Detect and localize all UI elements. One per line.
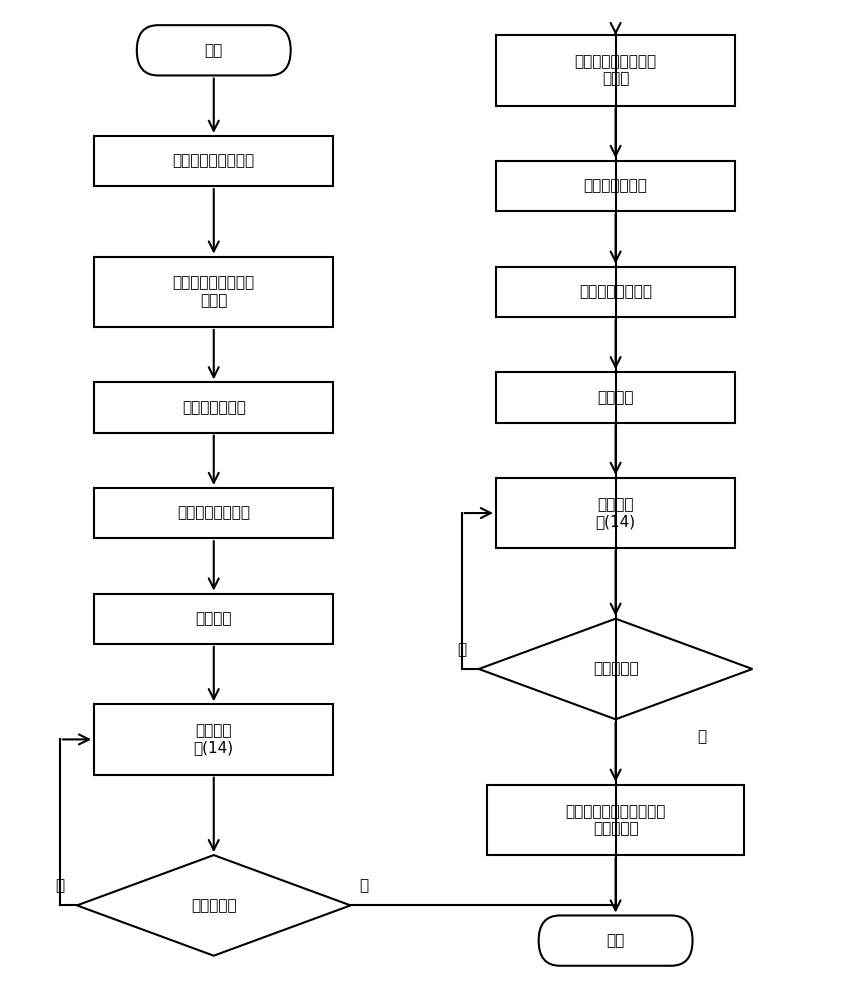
Text: 确定边界约束函数: 确定边界约束函数 — [177, 506, 251, 520]
Text: 否: 否 — [55, 878, 64, 893]
Text: 读取原始横向弛豫时
间图像: 读取原始横向弛豫时 间图像 — [575, 54, 657, 87]
FancyBboxPatch shape — [539, 915, 693, 966]
FancyBboxPatch shape — [137, 25, 291, 75]
Bar — [94, 594, 333, 644]
Bar — [496, 372, 735, 423]
Polygon shape — [479, 619, 752, 719]
Bar — [487, 785, 744, 855]
Bar — [496, 478, 735, 548]
Polygon shape — [77, 855, 351, 956]
Text: 迭代求解
式(14): 迭代求解 式(14) — [194, 723, 233, 756]
Text: 读取原始纵向弛豫时
间图像: 读取原始纵向弛豫时 间图像 — [173, 276, 255, 308]
Bar — [94, 136, 333, 186]
Text: 是: 是 — [698, 729, 707, 744]
Text: 给定参数: 给定参数 — [598, 390, 634, 404]
Text: 选择初始化方法: 选择初始化方法 — [182, 400, 245, 414]
Text: 在横向弛豫时间图像上给
出内外轮廓: 在横向弛豫时间图像上给 出内外轮廓 — [565, 804, 666, 836]
Text: 迭代结束？: 迭代结束？ — [593, 662, 639, 676]
Text: 开始: 开始 — [204, 43, 223, 57]
Text: 结束: 结束 — [606, 934, 625, 948]
Bar — [94, 704, 333, 775]
Text: 确定边界约束函数: 确定边界约束函数 — [579, 285, 652, 299]
Bar — [94, 488, 333, 538]
Text: 迭代求解
式(14): 迭代求解 式(14) — [596, 497, 635, 529]
Bar — [94, 382, 333, 433]
Text: 迭代结束？: 迭代结束？ — [191, 898, 237, 912]
Text: 选择初始化方法: 选择初始化方法 — [584, 179, 647, 193]
Text: 是: 是 — [359, 878, 369, 893]
Text: 定义水平集演化方程: 定义水平集演化方程 — [173, 154, 255, 168]
Bar — [496, 267, 735, 317]
Text: 否: 否 — [457, 642, 466, 657]
Bar — [496, 161, 735, 211]
Bar — [496, 35, 735, 106]
Bar — [94, 257, 333, 327]
Text: 给定参数: 给定参数 — [196, 612, 232, 626]
